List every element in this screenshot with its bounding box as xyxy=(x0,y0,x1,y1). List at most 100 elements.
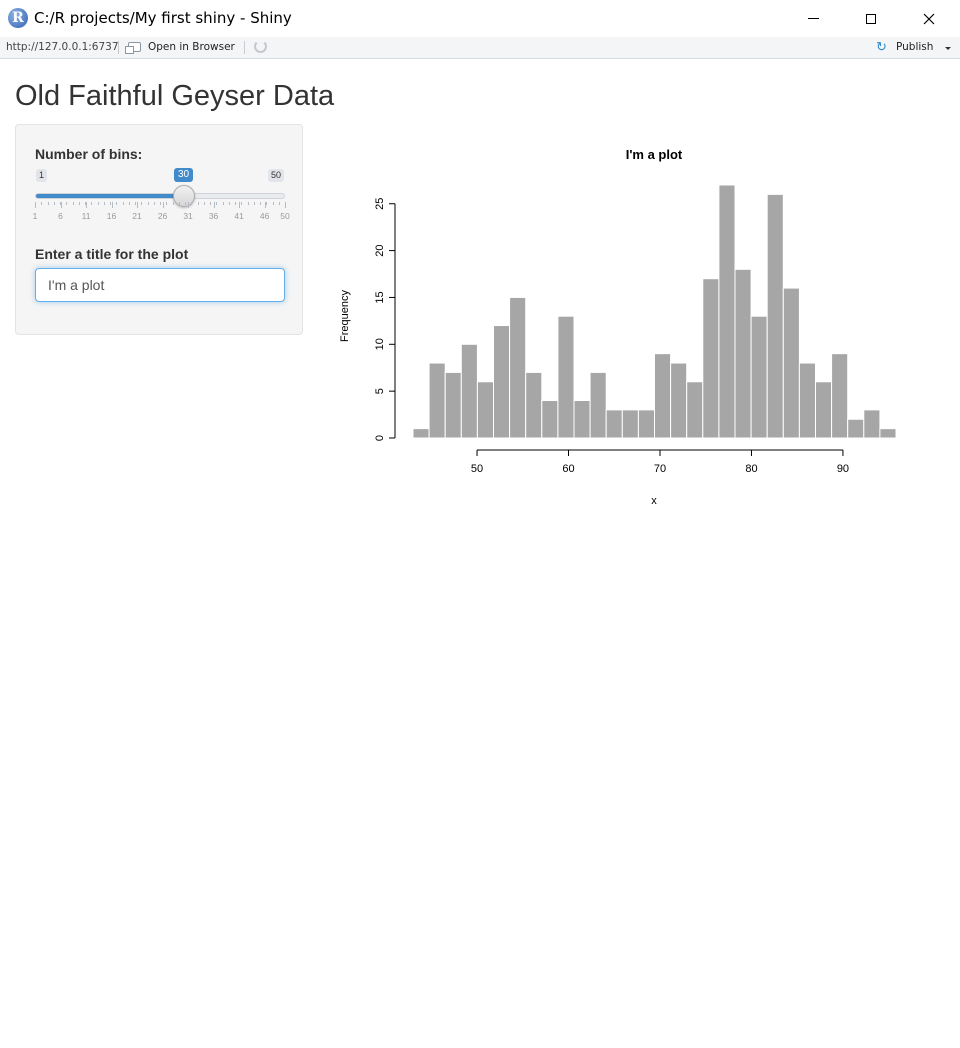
histogram-bar xyxy=(589,371,607,439)
slider-tick xyxy=(272,202,274,205)
slider-major-tick xyxy=(264,202,266,208)
histogram-bar xyxy=(847,418,865,439)
slider-tick xyxy=(41,202,43,205)
slider-tick xyxy=(216,202,218,205)
publish-button[interactable]: Publish xyxy=(896,41,934,53)
slider-tick xyxy=(91,202,93,205)
slider-major-tick xyxy=(213,202,215,208)
slider-major-tick xyxy=(111,202,113,208)
histogram-bar xyxy=(879,428,897,439)
slider-tick xyxy=(203,202,205,205)
histogram-bar xyxy=(460,343,478,439)
slider-tick xyxy=(235,202,236,205)
open-browser-icon[interactable] xyxy=(125,42,141,54)
y-tick-label: 15 xyxy=(374,291,386,303)
slider-tick xyxy=(47,202,49,205)
histogram-bar xyxy=(412,428,430,439)
window-title: C:/R projects/My first shiny - Shiny xyxy=(34,9,292,27)
slider-grid-label: 21 xyxy=(132,211,142,221)
y-axis-label: Frequency xyxy=(339,290,351,342)
histogram-bar xyxy=(766,193,784,439)
y-tick-label: 20 xyxy=(374,244,386,256)
y-tick-label: 25 xyxy=(374,198,386,210)
histogram-bar xyxy=(863,409,881,439)
slider-tick xyxy=(97,202,99,205)
slider-grid-label: 41 xyxy=(234,211,244,221)
slider-tick xyxy=(128,202,130,205)
histogram-bar xyxy=(750,315,768,439)
minimize-icon xyxy=(807,18,819,19)
minimize-button[interactable] xyxy=(784,0,842,37)
slider-tick xyxy=(116,202,118,205)
slider-tick xyxy=(135,202,136,205)
bins-slider-handle[interactable] xyxy=(172,185,195,207)
toolbar-divider xyxy=(244,41,245,54)
slider-value-label: 30 xyxy=(173,168,194,182)
open-in-browser-button[interactable]: Open in Browser xyxy=(148,41,235,53)
bins-slider-track[interactable] xyxy=(35,185,285,207)
slider-grid-label: 50 xyxy=(280,211,290,221)
close-icon xyxy=(923,13,935,24)
histogram-bar xyxy=(573,400,591,439)
histogram-bar xyxy=(605,409,623,439)
refresh-icon[interactable] xyxy=(254,40,267,53)
slider-tick xyxy=(85,202,86,205)
histogram-bar xyxy=(831,353,849,439)
slider-grid: 1 6 11 16 21 26 31 36 41 46 50 xyxy=(33,202,290,222)
x-axis-label: x xyxy=(651,495,657,507)
slider-major-tick xyxy=(285,202,286,208)
slider-tick xyxy=(260,202,261,205)
histogram-bar xyxy=(525,371,543,439)
x-tick-label: 90 xyxy=(837,463,849,475)
slider-tick xyxy=(110,202,111,205)
slider-tick xyxy=(222,202,224,205)
slider-tick xyxy=(241,202,243,205)
maximize-icon xyxy=(866,13,876,24)
histogram-bar xyxy=(798,362,816,439)
slider-grid-label: 11 xyxy=(81,211,91,221)
slider-tick xyxy=(253,202,255,205)
histogram-bar xyxy=(670,362,688,439)
histogram-bar xyxy=(509,296,527,439)
slider-tick xyxy=(278,202,280,205)
y-tick-label: 0 xyxy=(374,435,386,441)
slider-tick xyxy=(172,202,174,205)
histogram-plot: I'm a plot 50 60 70 80 90 x 0 5 10 15 20 25 Frequency xyxy=(339,147,897,507)
slider-tick xyxy=(247,202,249,205)
slider-tick xyxy=(103,202,105,205)
slider-tick xyxy=(78,202,80,205)
slider-grid-label: 46 xyxy=(259,211,270,221)
histogram-bar xyxy=(557,315,575,439)
plot-title-input[interactable] xyxy=(35,268,285,302)
plot-title-label: Enter a title for the plot xyxy=(35,246,189,262)
x-tick-label: 70 xyxy=(654,463,666,475)
publish-icon[interactable]: ↻ xyxy=(876,39,887,54)
histogram-bar xyxy=(686,381,704,439)
histogram-bar xyxy=(476,381,494,439)
slider-tick xyxy=(185,202,186,205)
slider-tick xyxy=(160,202,161,205)
x-tick-label: 50 xyxy=(471,463,483,475)
publish-dropdown-icon[interactable] xyxy=(945,47,951,50)
x-tick-label: 60 xyxy=(562,463,574,475)
slider-tick xyxy=(166,202,168,205)
slider-major-tick xyxy=(35,202,36,208)
slider-tick xyxy=(266,202,268,205)
r-logo-icon: R xyxy=(8,8,28,28)
slider-major-tick xyxy=(86,202,88,208)
slider-tick xyxy=(141,202,143,205)
slider-grid-label: 31 xyxy=(183,211,193,221)
close-button[interactable] xyxy=(900,0,958,37)
chart-title: I'm a plot xyxy=(626,147,683,162)
window-titlebar: R C:/R projects/My first shiny - Shiny xyxy=(0,0,960,37)
histogram-bar xyxy=(654,353,672,439)
slider-tick xyxy=(153,202,155,205)
page-title: Old Faithful Geyser Data xyxy=(15,80,335,112)
histogram-bar xyxy=(718,184,736,439)
histogram-bar xyxy=(637,409,655,439)
histogram-bar xyxy=(621,409,639,439)
slider-tick xyxy=(210,202,211,205)
maximize-button[interactable] xyxy=(842,0,900,37)
slider-grid-label: 26 xyxy=(157,211,168,221)
slider-tick xyxy=(147,202,149,205)
